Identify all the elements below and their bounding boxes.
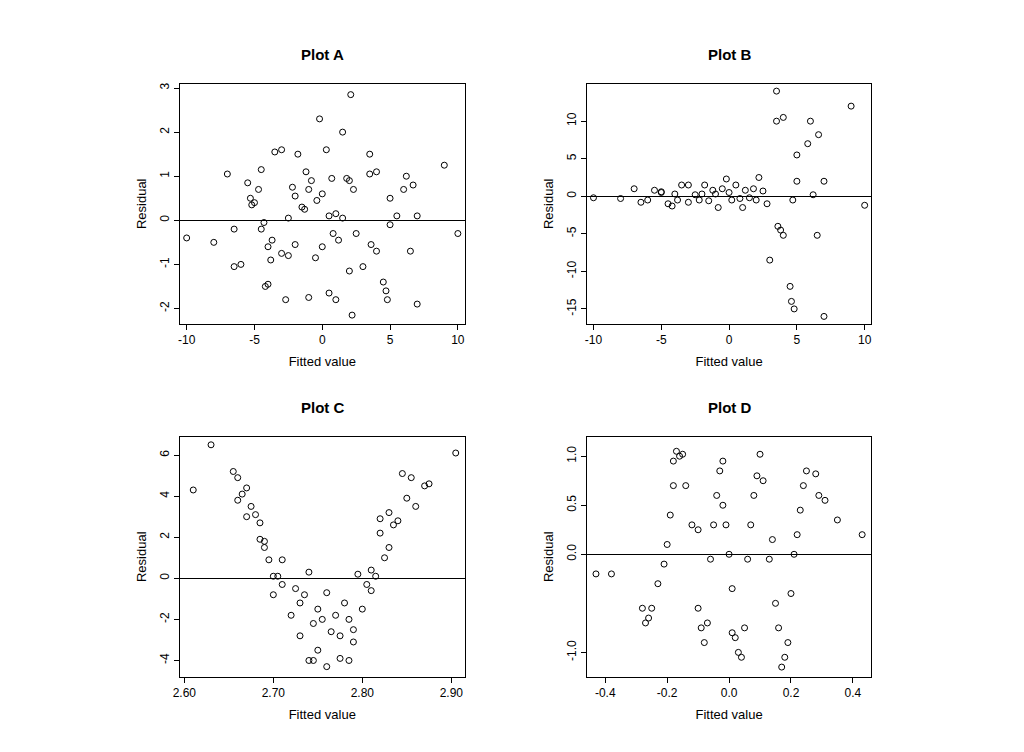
svg-text:2.80: 2.80 [351, 686, 375, 700]
svg-text:0.4: 0.4 [845, 686, 862, 700]
svg-text:2: 2 [158, 532, 172, 539]
svg-text:Plot A: Plot A [301, 46, 344, 63]
svg-text:-2: -2 [158, 301, 172, 312]
svg-text:Plot D: Plot D [708, 399, 751, 416]
svg-text:Fitted value: Fitted value [695, 707, 762, 722]
svg-text:-10: -10 [178, 333, 196, 347]
svg-text:-2: -2 [158, 612, 172, 623]
svg-text:Fitted value: Fitted value [289, 354, 356, 369]
svg-text:0.5: 0.5 [565, 495, 579, 512]
svg-text:Plot C: Plot C [301, 399, 344, 416]
svg-text:-1.0: -1.0 [565, 640, 579, 661]
svg-text:Fitted value: Fitted value [695, 354, 762, 369]
svg-text:-5: -5 [656, 333, 667, 347]
svg-text:2: 2 [158, 127, 172, 134]
svg-text:-0.2: -0.2 [657, 686, 678, 700]
svg-text:Fitted value: Fitted value [289, 707, 356, 722]
svg-text:Residual: Residual [134, 178, 149, 229]
svg-text:10: 10 [451, 333, 465, 347]
svg-text:-1: -1 [158, 257, 172, 268]
svg-text:2.60: 2.60 [173, 686, 197, 700]
svg-text:-10: -10 [585, 333, 603, 347]
svg-text:10: 10 [858, 333, 872, 347]
svg-text:2.70: 2.70 [262, 686, 286, 700]
svg-text:6: 6 [158, 450, 172, 457]
svg-text:0: 0 [158, 573, 172, 580]
svg-text:Residual: Residual [134, 531, 149, 582]
svg-text:-4: -4 [158, 653, 172, 664]
svg-text:1: 1 [158, 171, 172, 178]
svg-text:5: 5 [794, 333, 801, 347]
svg-text:Plot B: Plot B [708, 46, 751, 63]
svg-text:0: 0 [319, 333, 326, 347]
svg-text:5: 5 [565, 153, 579, 160]
svg-text:10: 10 [565, 112, 579, 126]
svg-text:-0.4: -0.4 [595, 686, 616, 700]
svg-text:-5: -5 [249, 333, 260, 347]
svg-text:2.90: 2.90 [440, 686, 464, 700]
svg-text:1.0: 1.0 [565, 446, 579, 463]
svg-text:0.2: 0.2 [783, 686, 800, 700]
svg-text:0.0: 0.0 [721, 686, 738, 700]
svg-text:0: 0 [726, 333, 733, 347]
svg-text:0: 0 [158, 215, 172, 222]
svg-text:0.0: 0.0 [565, 544, 579, 561]
svg-text:-5: -5 [565, 226, 579, 237]
svg-text:-15: -15 [565, 298, 579, 316]
svg-text:Residual: Residual [541, 531, 556, 582]
svg-text:5: 5 [387, 333, 394, 347]
svg-text:3: 3 [158, 83, 172, 90]
svg-text:Residual: Residual [541, 178, 556, 229]
svg-text:-10: -10 [565, 261, 579, 279]
svg-text:0: 0 [565, 191, 579, 198]
svg-text:4: 4 [158, 491, 172, 498]
